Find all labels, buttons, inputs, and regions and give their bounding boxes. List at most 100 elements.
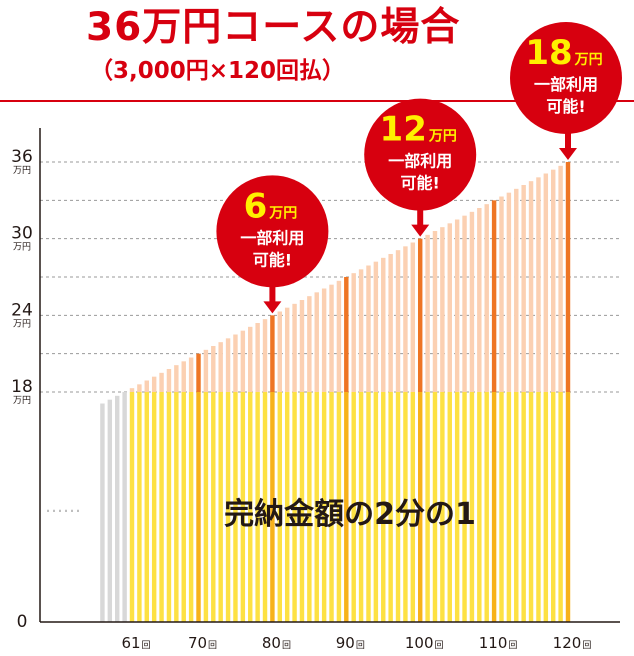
bar-base: [351, 392, 356, 622]
y-tick-label: 36: [11, 147, 33, 167]
bar-base: [321, 392, 327, 622]
bar-top: [543, 173, 549, 392]
callout-arrow: [559, 148, 577, 160]
bar-top: [277, 311, 283, 392]
axis-layer: [39, 128, 620, 623]
bar-top: [262, 319, 268, 392]
bar-top: [440, 227, 445, 392]
chart-title: 36万円コースの場合: [86, 5, 461, 50]
x-tick-label: 61回: [121, 634, 150, 652]
bar-base: [144, 392, 149, 622]
gray-bar: [107, 399, 113, 622]
bar-top: [373, 261, 379, 392]
bar-base: [174, 392, 179, 622]
bar-top: [218, 342, 223, 392]
bar-top: [321, 288, 327, 392]
bar-top: [462, 215, 467, 392]
bar-base: [536, 392, 541, 622]
bar-top: [366, 265, 371, 392]
bar-top: [447, 223, 452, 392]
bar-base: [336, 392, 342, 622]
bar-base: [469, 392, 475, 622]
bar-base: [521, 392, 526, 622]
bar-top: [196, 353, 201, 392]
bar-top: [551, 169, 556, 392]
x-tick-label: 120回: [553, 634, 592, 652]
bar-top: [499, 196, 504, 392]
bar-top: [336, 280, 342, 392]
bar-top: [240, 330, 246, 392]
callout-line1: 一部利用: [388, 152, 452, 171]
bar-top: [484, 204, 489, 392]
bar-top: [358, 269, 364, 392]
bar-top: [166, 369, 172, 392]
bar-base: [211, 392, 216, 622]
y-tick-label: 18: [11, 377, 33, 397]
bar-base: [262, 392, 268, 622]
bar-base: [477, 392, 482, 622]
callout-line2: 可能!: [253, 250, 292, 269]
callout-stem: [417, 206, 424, 229]
bar-base: [388, 392, 393, 622]
bar-top: [314, 292, 319, 392]
bar-top: [144, 380, 149, 392]
bar-top: [565, 162, 571, 392]
bar-base: [129, 392, 135, 622]
bar-top: [536, 177, 541, 392]
bar-base: [329, 392, 334, 622]
bar-base: [395, 392, 401, 622]
bar-top: [188, 357, 194, 392]
bar-top: [432, 231, 438, 392]
y-tick-unit: 万円: [13, 395, 31, 406]
bar-top: [137, 384, 142, 392]
bar-base: [307, 392, 312, 622]
bar-base: [225, 392, 231, 622]
bar-top: [181, 361, 186, 392]
bar-base: [506, 392, 512, 622]
bar-top: [329, 284, 334, 392]
grid-layer: [40, 161, 620, 393]
bar-base: [181, 392, 186, 622]
bar-top: [381, 257, 386, 392]
callout-arrow: [263, 301, 282, 314]
bar-base: [218, 392, 223, 622]
bar-base: [240, 392, 246, 622]
bar-base: [558, 392, 563, 622]
callout-bubble: [510, 22, 622, 134]
bar-top: [233, 334, 238, 392]
bar-base: [277, 392, 283, 622]
in-bar-label: 完納金額の2分の1: [224, 497, 476, 532]
bar-top: [351, 273, 356, 392]
bar-base: [565, 392, 571, 622]
bar-base: [447, 392, 452, 622]
x-tick-label: 90回: [336, 634, 365, 652]
bar-base: [425, 392, 430, 622]
x-tick-label: 100回: [405, 634, 444, 652]
bar-top: [410, 242, 416, 392]
bar-base: [499, 392, 504, 622]
bar-top: [388, 254, 393, 392]
bar-top: [129, 388, 135, 392]
bar-base: [528, 392, 534, 622]
bar-base: [159, 392, 164, 622]
bar-base: [440, 392, 445, 622]
bar-top: [528, 181, 534, 392]
y-tick-unit: 万円: [13, 165, 31, 176]
bar-top: [203, 349, 209, 392]
bar-base: [366, 392, 371, 622]
y-tick-label: 30: [11, 224, 33, 244]
bar-base: [551, 392, 556, 622]
bar-base: [403, 392, 408, 622]
bar-base: [248, 392, 253, 622]
bar-top: [506, 192, 512, 392]
x-tick-label: 80回: [262, 634, 291, 652]
bar-top: [174, 365, 179, 392]
bar-top: [514, 188, 519, 392]
y-tick-unit: 万円: [13, 242, 31, 253]
ellipsis: ……: [45, 496, 81, 517]
bar-base: [358, 392, 364, 622]
bar-base: [299, 392, 305, 622]
bar-base: [491, 392, 497, 622]
